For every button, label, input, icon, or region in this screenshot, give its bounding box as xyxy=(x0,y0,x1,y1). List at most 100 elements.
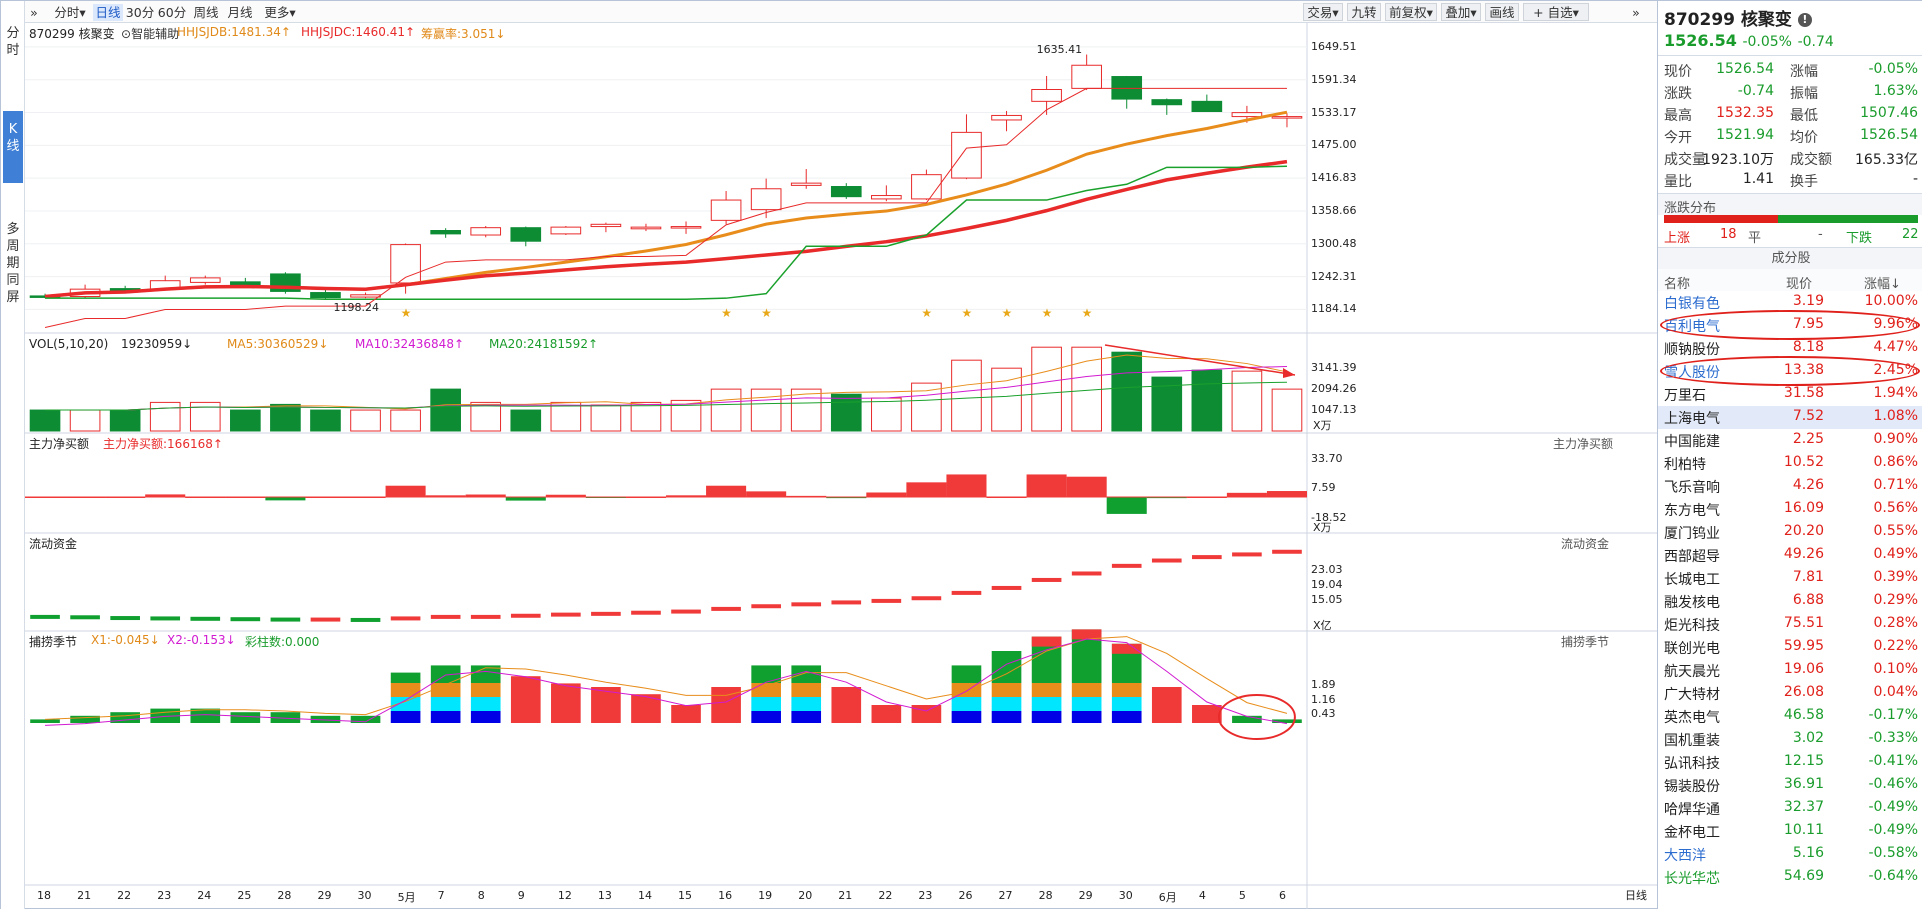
component-row[interactable]: 联创光电 59.95 0.22% xyxy=(1658,636,1922,659)
col-name[interactable]: 名称 xyxy=(1664,277,1691,292)
component-name[interactable]: 西部超导 xyxy=(1664,549,1720,565)
tab-multi-period[interactable]: 多周期同屏 xyxy=(6,222,20,305)
volume-bar xyxy=(1111,351,1143,432)
component-name[interactable]: 长城电工 xyxy=(1664,572,1720,588)
star-marker: ★ xyxy=(401,306,412,320)
candle-body xyxy=(790,182,822,186)
component-name[interactable]: 融发核电 xyxy=(1664,595,1720,611)
catch-bar xyxy=(230,712,261,723)
toolbar-weekly[interactable]: 周线 xyxy=(193,5,219,20)
liquidity-mark xyxy=(470,614,501,619)
component-name[interactable]: 哈焊华通 xyxy=(1664,802,1720,818)
component-row[interactable]: 弘讯科技 12.15 -0.41% xyxy=(1658,751,1922,774)
date-label: 25 xyxy=(237,889,252,902)
quote-label: 现价 xyxy=(1664,64,1692,80)
col-change[interactable]: 涨幅↓ xyxy=(1864,277,1901,292)
component-row[interactable]: 东方电气 16.09 0.56% xyxy=(1658,498,1922,521)
component-name[interactable]: 广大特材 xyxy=(1664,687,1720,703)
component-name[interactable]: 弘讯科技 xyxy=(1664,756,1720,772)
catch-tick-label: 1.16 xyxy=(1311,692,1336,706)
catch-series xyxy=(30,629,1302,723)
component-name[interactable]: 上海电气 xyxy=(1664,411,1720,427)
star-marker: ★ xyxy=(1082,306,1093,320)
info-icon[interactable]: ! xyxy=(1797,13,1812,27)
component-row[interactable]: 万里石 31.58 1.94% xyxy=(1658,383,1922,406)
component-name[interactable]: 锡装股份 xyxy=(1664,779,1720,795)
nine-turn-button[interactable]: 九转 xyxy=(1347,3,1381,21)
component-row[interactable]: 英杰电气 46.58 -0.17% xyxy=(1658,705,1922,728)
trade-button[interactable]: 交易▾ xyxy=(1303,3,1343,21)
assist-icon[interactable]: ⊙ xyxy=(121,27,132,41)
toolbar-daily[interactable]: 日线 xyxy=(93,4,123,21)
catch-bar xyxy=(510,676,541,723)
catch-bar xyxy=(871,705,902,723)
component-row[interactable]: 利柏特 10.52 0.86% xyxy=(1658,452,1922,475)
date-label: 14 xyxy=(637,889,652,902)
candle-body xyxy=(230,281,261,286)
collapse-icon[interactable]: » xyxy=(30,5,38,20)
toolbar-timeshare[interactable]: 分时▾ xyxy=(54,5,86,20)
component-row[interactable]: 金杯电工 10.11 -0.49% xyxy=(1658,820,1922,843)
component-row[interactable]: 航天晨光 19.06 0.10% xyxy=(1658,659,1922,682)
component-row[interactable]: 融发核电 6.88 0.29% xyxy=(1658,590,1922,613)
tab-kline[interactable]: K线 xyxy=(3,111,23,183)
component-name[interactable]: 利柏特 xyxy=(1664,457,1706,473)
expand-icon[interactable]: » xyxy=(1632,5,1640,20)
dist-title: 涨跌分布 xyxy=(1664,201,1717,216)
component-name[interactable]: 国机重装 xyxy=(1664,733,1720,749)
component-name[interactable]: 东方电气 xyxy=(1664,503,1720,519)
toolbar-30min[interactable]: 30分 xyxy=(125,5,155,20)
quote-label: 均价 xyxy=(1790,130,1818,146)
component-row[interactable]: 白银有色 3.19 10.00% xyxy=(1658,291,1922,314)
add-watchlist-button[interactable]: + 自选▾ xyxy=(1523,3,1589,21)
component-name[interactable]: 顺钠股份 xyxy=(1664,342,1720,358)
volume-bar xyxy=(69,409,101,432)
component-row[interactable]: 顺钠股份 8.18 4.47% xyxy=(1658,337,1922,360)
component-row[interactable]: 长城电工 7.81 0.39% xyxy=(1658,567,1922,590)
component-row[interactable]: 中国能建 2.25 0.90% xyxy=(1658,429,1922,452)
component-row[interactable]: 西部超导 49.26 0.49% xyxy=(1658,544,1922,567)
component-name[interactable]: 英杰电气 xyxy=(1664,710,1720,726)
liquidity-mark xyxy=(30,614,60,619)
component-row[interactable]: 飞乐音响 4.26 0.71% xyxy=(1658,475,1922,498)
draw-line-button[interactable]: 画线 xyxy=(1485,3,1519,21)
component-name[interactable]: 厦门钨业 xyxy=(1664,526,1720,542)
overlay-button[interactable]: 叠加▾ xyxy=(1441,3,1481,21)
component-name[interactable]: 金杯电工 xyxy=(1664,825,1720,841)
component-name[interactable]: 长光华芯 xyxy=(1664,871,1720,887)
component-row[interactable]: 哈焊华通 32.37 -0.49% xyxy=(1658,797,1922,820)
star-marker: ★ xyxy=(961,306,972,320)
component-row[interactable]: 锡装股份 36.91 -0.46% xyxy=(1658,774,1922,797)
toolbar-monthly[interactable]: 月线 xyxy=(227,5,253,20)
component-name[interactable]: 白银有色 xyxy=(1664,296,1720,312)
component-name[interactable]: 炬光科技 xyxy=(1664,618,1720,634)
component-row[interactable]: 长光华芯 54.69 -0.64% xyxy=(1658,866,1922,889)
toolbar-60min[interactable]: 60分 xyxy=(157,5,187,20)
component-name[interactable]: 大西洋 xyxy=(1664,848,1706,864)
vol-title: VOL(5,10,20) xyxy=(29,337,109,351)
volume-bar xyxy=(230,409,261,432)
component-name[interactable]: 航天晨光 xyxy=(1664,664,1720,680)
component-row[interactable]: 厦门钨业 20.20 0.55% xyxy=(1658,521,1922,544)
smart-assist[interactable]: 智能辅助 xyxy=(131,27,180,41)
component-row[interactable]: 炬光科技 75.51 0.28% xyxy=(1658,613,1922,636)
adjust-button[interactable]: 前复权▾ xyxy=(1385,3,1437,21)
component-name[interactable]: 中国能建 xyxy=(1664,434,1720,450)
component-price: 59.95 xyxy=(1783,638,1824,654)
volume-bar xyxy=(270,403,301,432)
net-tick-label: 7.59 xyxy=(1311,481,1336,495)
component-row[interactable]: 大西洋 5.16 -0.58% xyxy=(1658,843,1922,866)
toolbar-more[interactable]: 更多▾ xyxy=(264,5,296,20)
liquidity-mark xyxy=(751,604,781,609)
component-name[interactable]: 飞乐音响 xyxy=(1664,480,1720,496)
component-row[interactable]: 上海电气 7.52 1.08% xyxy=(1658,406,1922,429)
component-row[interactable]: 国机重装 3.02 -0.33% xyxy=(1658,728,1922,751)
component-name[interactable]: 联创光电 xyxy=(1664,641,1720,657)
tab-timeshare[interactable]: 分时 xyxy=(6,26,20,58)
component-name[interactable]: 万里石 xyxy=(1664,388,1706,404)
component-row[interactable]: 广大特材 26.08 0.04% xyxy=(1658,682,1922,705)
col-price[interactable]: 现价 xyxy=(1786,277,1813,292)
components-header: 名称 现价 涨幅↓ xyxy=(1658,269,1922,292)
period-label: 日线 xyxy=(1625,889,1647,902)
catch-bar xyxy=(1192,705,1222,723)
